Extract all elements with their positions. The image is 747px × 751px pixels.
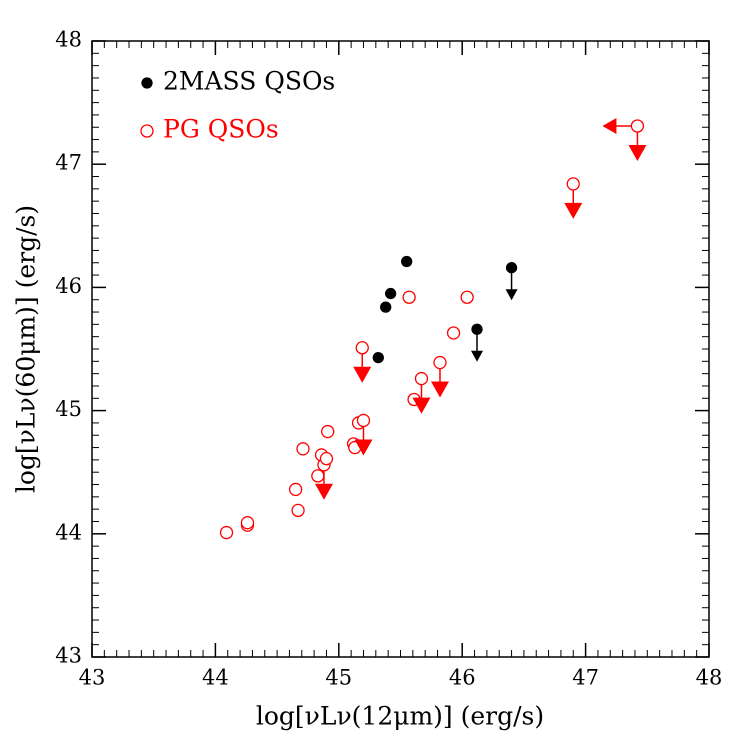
upper-limit-head (314, 483, 333, 500)
point (240, 516, 255, 530)
point (446, 326, 461, 340)
x-tick-label: 46 (449, 666, 476, 690)
x-tick-label: 44 (202, 666, 229, 690)
point (401, 255, 413, 268)
x-tick-label: 47 (572, 666, 599, 690)
upper-limit-head (353, 366, 372, 383)
y-tick-label: 46 (55, 274, 82, 298)
point (288, 482, 303, 497)
legend-label: PG QSOs (163, 115, 279, 144)
point (414, 371, 429, 386)
point (566, 177, 580, 191)
point (505, 262, 518, 274)
y-tick-label: 47 (55, 151, 82, 175)
point (355, 341, 369, 355)
y-tick-label: 43 (55, 644, 82, 668)
point (321, 424, 335, 439)
y-tick-label: 48 (55, 28, 82, 52)
upper-limit-head (412, 397, 431, 414)
y-tick-label: 44 (55, 520, 82, 544)
y-axis-label: log[νLν(60μm)] (erg/s) (12, 205, 41, 493)
point (372, 351, 384, 364)
upper-limit-head (505, 289, 518, 301)
point (319, 451, 334, 466)
upper-limit-head (354, 439, 373, 456)
legend-marker (141, 77, 153, 89)
point (433, 355, 447, 370)
legend-label: 2MASS QSOs (163, 67, 335, 96)
point (380, 301, 392, 313)
point (356, 413, 371, 428)
point (471, 323, 483, 335)
point (460, 290, 474, 304)
upper-limit-head (564, 202, 583, 219)
upper-limit-head (471, 350, 484, 362)
y-tick-label: 45 (55, 397, 82, 421)
x-tick-label: 45 (325, 666, 352, 690)
x-axis-label: log[νLν(12μm)] (erg/s) (256, 702, 544, 731)
x-tick-label: 48 (696, 666, 723, 690)
point (219, 525, 234, 540)
point (296, 442, 310, 456)
point (384, 287, 397, 300)
legend-marker (140, 124, 154, 138)
point (630, 119, 645, 133)
x-upper-limit-head (602, 118, 617, 135)
point (402, 290, 416, 304)
point (311, 469, 325, 483)
upper-limit-head (430, 381, 449, 398)
point (291, 503, 305, 518)
upper-limit-head (628, 145, 647, 162)
x-tick-label: 43 (79, 666, 106, 690)
